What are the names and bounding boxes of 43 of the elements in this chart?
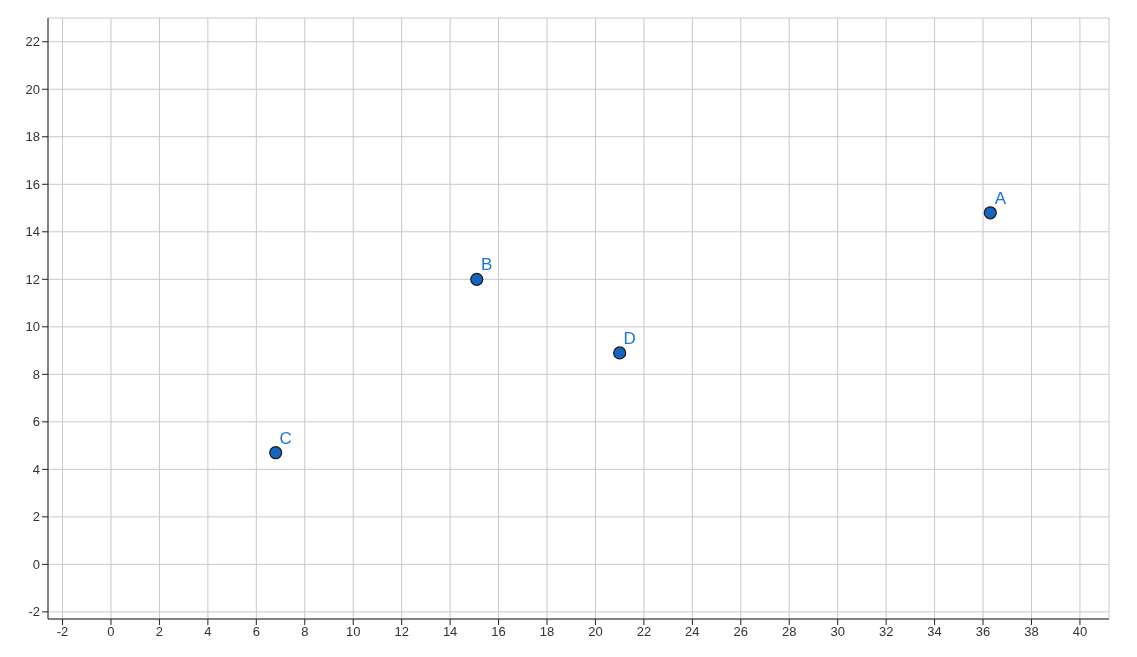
x-tick-label: 18 xyxy=(539,624,555,640)
x-tick-label: 26 xyxy=(733,624,749,640)
point xyxy=(470,272,484,286)
y-tick-label: -2 xyxy=(28,604,40,620)
y-tick-label: 12 xyxy=(25,271,40,287)
x-tick-label: 30 xyxy=(830,624,845,640)
y-tick-label: 8 xyxy=(32,366,40,382)
y-tick-label: 20 xyxy=(25,81,40,97)
x-tick-label: 36 xyxy=(975,624,991,640)
x-tick-label: 32 xyxy=(878,624,894,640)
point xyxy=(613,346,627,360)
x-tick-label: 12 xyxy=(394,624,409,640)
x-tick-label: 8 xyxy=(301,624,309,640)
y-tick-label: 10 xyxy=(25,319,40,335)
annotation: C xyxy=(279,428,292,448)
x-tick-label: 0 xyxy=(107,624,115,640)
x-tick-label: 16 xyxy=(491,624,506,640)
x-tick-label: 38 xyxy=(1024,624,1039,640)
x-tick-label: 40 xyxy=(1072,624,1088,640)
x-tick-label: 20 xyxy=(588,624,603,640)
y-tick-label: 4 xyxy=(32,461,40,477)
annotation: A xyxy=(994,188,1007,208)
y-tick-label: 6 xyxy=(32,414,40,430)
point xyxy=(269,446,283,460)
x-tick-label: 2 xyxy=(155,624,164,640)
y-tick-label: 16 xyxy=(25,176,40,192)
x-tick-label: 6 xyxy=(252,624,260,640)
x-tick-label: -2 xyxy=(56,624,69,640)
x-tick-label: 34 xyxy=(927,624,942,640)
y-tick-label: 22 xyxy=(25,34,40,50)
y-tick-label: 2 xyxy=(32,509,40,525)
y-tick-label: 14 xyxy=(25,224,40,240)
x-tick-label: 24 xyxy=(685,624,700,640)
annotation: B xyxy=(481,255,493,275)
x-tick-label: 10 xyxy=(345,624,361,640)
point xyxy=(983,206,997,220)
x-tick-label: 22 xyxy=(636,624,652,640)
x-tick-label: 28 xyxy=(782,624,797,640)
y-tick-label: 18 xyxy=(25,129,40,145)
annotation: D xyxy=(623,328,636,348)
x-tick-label: 14 xyxy=(442,624,458,640)
x-tick-label: 4 xyxy=(204,624,212,640)
y-tick-label: 0 xyxy=(32,556,40,572)
